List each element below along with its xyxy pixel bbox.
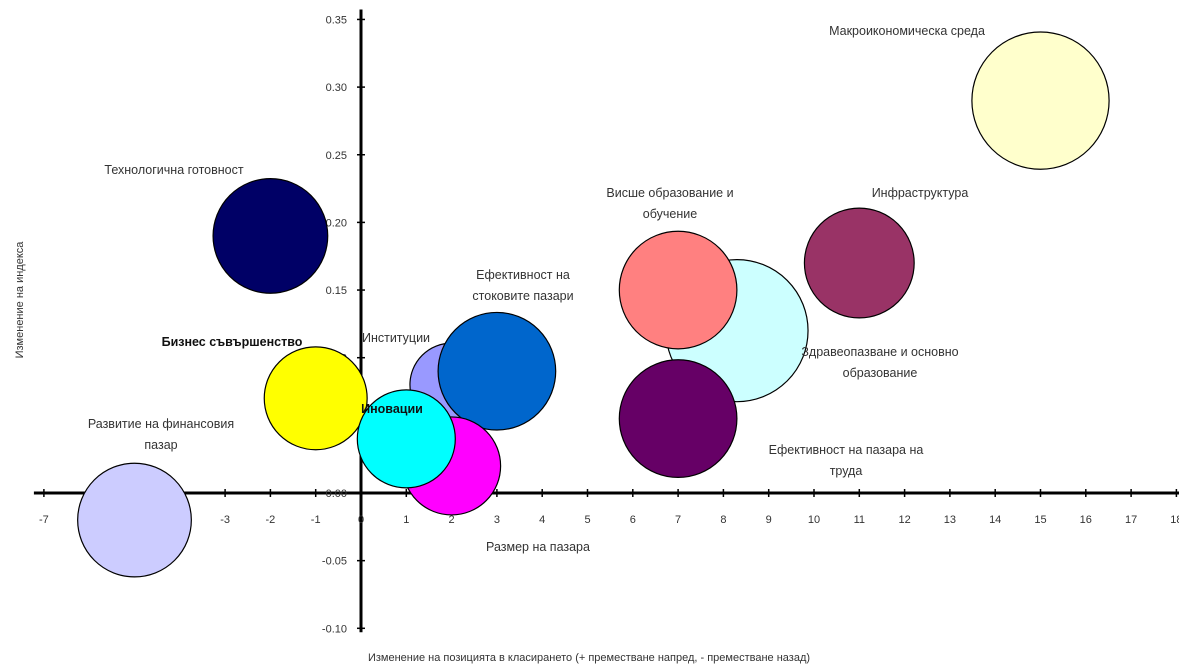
bubble-label: Развитие на финансовия пазар xyxy=(88,417,234,452)
x-tick-label: 3 xyxy=(494,514,500,526)
x-tick-label: 12 xyxy=(898,514,910,526)
bubble-label: Ефективност на пазара на труда xyxy=(769,443,924,478)
bubble-label-line: Развитие на финансовия xyxy=(88,417,234,431)
x-tick-label: -1 xyxy=(311,514,321,526)
x-axis-title: Изменение на позицията в класирането (+ … xyxy=(368,652,810,664)
bubble-label-line: образование xyxy=(843,366,918,380)
bubbles xyxy=(77,31,1110,578)
bubble xyxy=(971,31,1110,170)
x-tick-label: 18 xyxy=(1170,514,1179,526)
x-tick-label: 0 xyxy=(358,514,364,526)
bubble-label: Инфраструктура xyxy=(872,186,969,200)
x-tick-label: 8 xyxy=(720,514,726,526)
bubble-label: Ефективност на стоковите пазари xyxy=(472,268,573,303)
y-tick-label: 0.15 xyxy=(326,285,347,297)
x-tick-label: 2 xyxy=(449,514,455,526)
x-tick-label: 13 xyxy=(944,514,956,526)
y-tick-label: 0.30 xyxy=(326,82,347,94)
bubble-label-line: Макроикономическа среда xyxy=(829,24,985,38)
bubble-label-line: обучение xyxy=(643,207,697,221)
bubble xyxy=(77,462,192,578)
x-tick-label: 14 xyxy=(989,514,1001,526)
x-tick-label: 10 xyxy=(808,514,820,526)
x-tick-label: 1 xyxy=(403,514,409,526)
y-axis-title: Изменение на индекса xyxy=(14,241,26,359)
bubble-label-line: Здравеопазване и основно xyxy=(801,345,958,359)
bubble-label-line: Размер на пазара xyxy=(486,540,590,554)
bubble xyxy=(618,230,738,350)
bubble-label: Институции xyxy=(362,331,430,345)
x-tick-label: 16 xyxy=(1080,514,1092,526)
bubble-label-line: Инфраструктура xyxy=(872,186,969,200)
bubble-label: Макроикономическа среда xyxy=(829,24,985,38)
bubble-label-line: Технологична готовност xyxy=(104,163,243,177)
bubble-label-line: труда xyxy=(830,464,863,478)
bubble-label: Иновации xyxy=(361,402,423,416)
bubble-label: Бизнес съвършенство xyxy=(162,335,303,349)
bubble-label-line: Иновации xyxy=(361,402,423,416)
bubble-label-line: Ефективност на xyxy=(476,268,570,282)
y-tick-label: 0.20 xyxy=(326,217,347,229)
bubble-label: Здравеопазване и основно образование xyxy=(801,345,958,380)
bubble xyxy=(618,359,738,478)
bubble-label: Технологична готовност xyxy=(104,163,243,177)
bubble-label-line: пазар xyxy=(144,438,177,452)
bubble-label-line: Институции xyxy=(362,331,430,345)
x-tick-label: 11 xyxy=(854,514,865,526)
x-tick-label: 15 xyxy=(1034,514,1046,526)
bubble xyxy=(803,207,915,319)
y-tick-label: -0.10 xyxy=(322,623,347,635)
x-tick-label: -7 xyxy=(39,514,49,526)
x-tick-label: 5 xyxy=(584,514,590,526)
bubble-label-line: Бизнес съвършенство xyxy=(162,335,303,349)
x-tick-label: 6 xyxy=(630,514,636,526)
bubble xyxy=(263,346,368,451)
bubble xyxy=(356,389,456,489)
bubble xyxy=(212,177,329,294)
bubble-label: Висше образование и обучение xyxy=(606,186,733,221)
x-tick-label: -3 xyxy=(220,514,230,526)
x-tick-label: 17 xyxy=(1125,514,1137,526)
x-tick-label: 9 xyxy=(766,514,772,526)
x-tick-label: 4 xyxy=(539,514,545,526)
bubble-label-line: Висше образование и xyxy=(606,186,733,200)
bubble xyxy=(437,311,557,431)
y-tick-label: -0.05 xyxy=(322,556,347,568)
axes: -7-6-5-4-3-2-101234567891011121314151617… xyxy=(33,9,1179,635)
bubble-label-line: Ефективност на пазара на xyxy=(769,443,924,457)
bubble-label: Размер на пазара xyxy=(486,540,590,554)
y-tick-label: 0.00 xyxy=(326,488,347,500)
bubble-labels: Макроикономическа среда Здравеопазване и … xyxy=(88,24,985,554)
y-tick-label: 0.35 xyxy=(326,14,347,26)
bubble-label-line: стоковите пазари xyxy=(472,289,573,303)
y-tick-label: 0.25 xyxy=(326,150,347,162)
x-tick-label: -2 xyxy=(266,514,276,526)
x-tick-label: 7 xyxy=(675,514,681,526)
